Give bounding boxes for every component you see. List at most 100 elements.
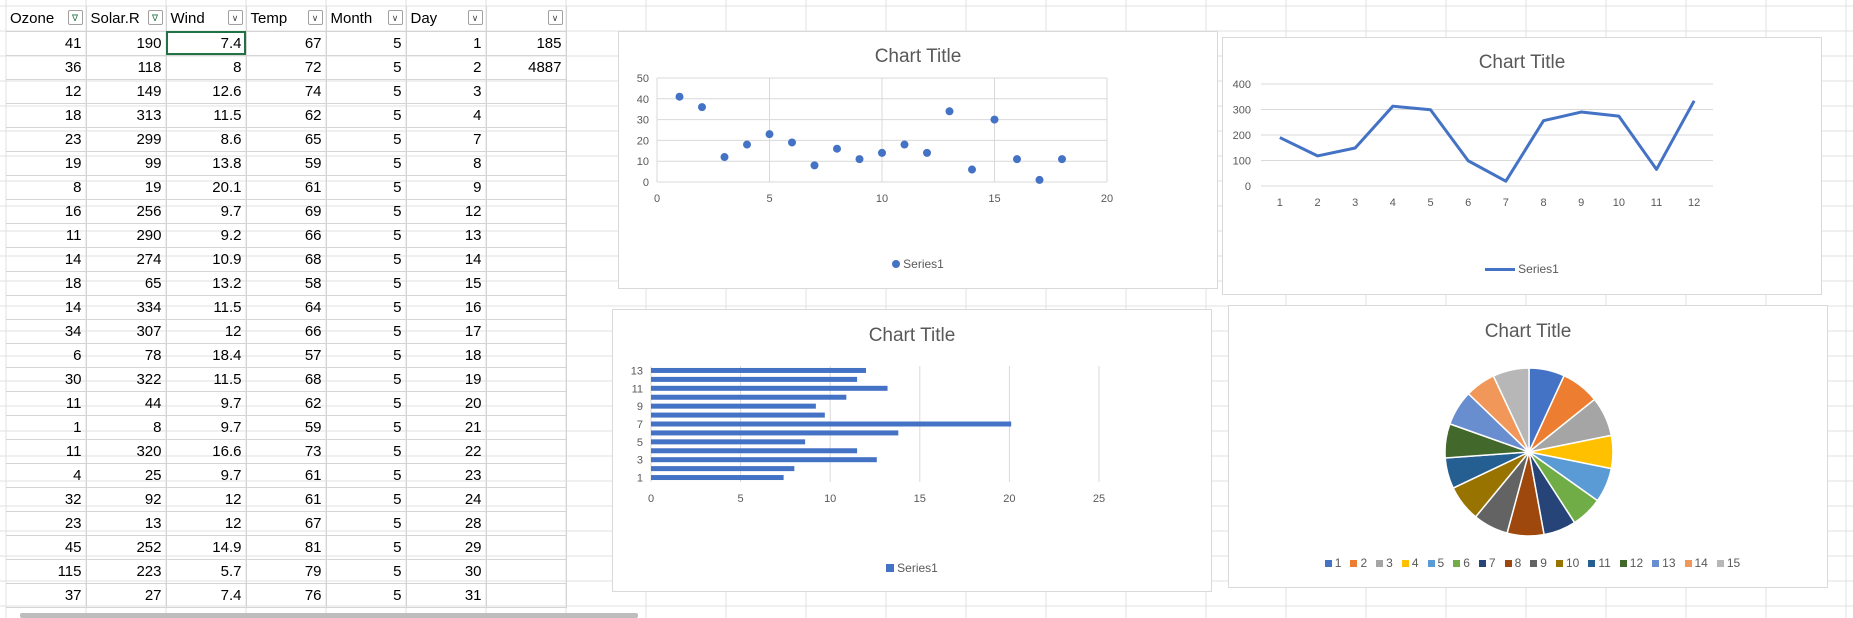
line-chart[interactable]: Chart Title 0 100 200 300 400 1 2 3 4 5 6 7 8 9 10 11 12…	[1222, 37, 1822, 295]
cell[interactable]: 36	[6, 55, 87, 80]
cell[interactable]: 5	[326, 535, 407, 560]
cell[interactable]: 185	[486, 31, 567, 56]
cell[interactable]: 20	[406, 391, 487, 416]
cell[interactable]: 61	[246, 487, 327, 512]
cell[interactable]: 11	[6, 391, 87, 416]
cell[interactable]: 69	[246, 199, 327, 224]
cell[interactable]: 5	[326, 559, 407, 584]
cell[interactable]: 12	[6, 79, 87, 104]
cell[interactable]: 7	[406, 127, 487, 152]
cell[interactable]: 8.6	[166, 127, 247, 152]
cell[interactable]	[486, 391, 567, 416]
cell[interactable]: 274	[86, 247, 167, 272]
filter-active-icon[interactable]: ∇	[67, 10, 83, 25]
cell[interactable]: 13.2	[166, 271, 247, 296]
cell[interactable]: 74	[246, 79, 327, 104]
cell[interactable]: 81	[246, 535, 327, 560]
cell[interactable]: 5	[326, 55, 407, 80]
cell[interactable]: 67	[246, 31, 327, 56]
cell[interactable]: 4	[406, 103, 487, 128]
cell[interactable]: 307	[86, 319, 167, 344]
cell[interactable]	[486, 367, 567, 392]
cell[interactable]: 17	[406, 319, 487, 344]
cell[interactable]: 92	[86, 487, 167, 512]
cell[interactable]: 13	[406, 223, 487, 248]
cell[interactable]: 252	[86, 535, 167, 560]
cell[interactable]: 9	[406, 175, 487, 200]
cell[interactable]: 15	[406, 271, 487, 296]
cell[interactable]: 11	[6, 223, 87, 248]
cell[interactable]: 5	[326, 199, 407, 224]
cell[interactable]	[486, 535, 567, 560]
cell[interactable]: 14.9	[166, 535, 247, 560]
cell[interactable]: 4	[6, 463, 87, 488]
cell[interactable]: 9.7	[166, 391, 247, 416]
cell[interactable]: 9.7	[166, 463, 247, 488]
cell[interactable]: 334	[86, 295, 167, 320]
column-header-3[interactable]: Temp ∨	[246, 6, 327, 32]
cell[interactable]: 14	[6, 247, 87, 272]
column-header-2[interactable]: Wind ∨	[166, 6, 247, 32]
cell[interactable]	[486, 199, 567, 224]
cell[interactable]: 16	[406, 295, 487, 320]
cell[interactable]: 19	[86, 175, 167, 200]
cell[interactable]: 5	[326, 391, 407, 416]
cell[interactable]: 5	[326, 295, 407, 320]
cell[interactable]: 79	[246, 559, 327, 584]
cell[interactable]: 1	[6, 415, 87, 440]
cell[interactable]	[486, 103, 567, 128]
cell[interactable]: 68	[246, 247, 327, 272]
cell[interactable]: 12.6	[166, 79, 247, 104]
cell[interactable]: 5	[326, 439, 407, 464]
cell[interactable]: 5	[326, 247, 407, 272]
cell[interactable]: 30	[6, 367, 87, 392]
cell[interactable]: 37	[6, 583, 87, 608]
cell[interactable]: 18.4	[166, 343, 247, 368]
cell[interactable]: 11.5	[166, 103, 247, 128]
cell[interactable]: 5	[326, 103, 407, 128]
cell[interactable]: 23	[6, 511, 87, 536]
cell[interactable]: 5	[326, 487, 407, 512]
cell[interactable]: 5	[326, 151, 407, 176]
cell[interactable]	[486, 79, 567, 104]
filter-active-icon[interactable]: ∇	[147, 10, 163, 25]
cell[interactable]: 45	[6, 535, 87, 560]
column-header-6[interactable]: ∨	[486, 6, 567, 32]
cell[interactable]: 299	[86, 127, 167, 152]
cell[interactable]: 5	[326, 223, 407, 248]
cell[interactable]: 5	[326, 175, 407, 200]
cell[interactable]: 21	[406, 415, 487, 440]
cell[interactable]: 5	[326, 319, 407, 344]
cell[interactable]: 65	[246, 127, 327, 152]
cell[interactable]	[486, 319, 567, 344]
cell[interactable]: 1	[406, 31, 487, 56]
cell[interactable]: 149	[86, 79, 167, 104]
cell[interactable]	[486, 223, 567, 248]
cell[interactable]: 14	[406, 247, 487, 272]
cell[interactable]: 18	[6, 271, 87, 296]
cell[interactable]: 64	[246, 295, 327, 320]
cell[interactable]	[486, 559, 567, 584]
filter-dropdown-icon[interactable]: ∨	[227, 10, 243, 25]
filter-dropdown-icon[interactable]: ∨	[387, 10, 403, 25]
cell[interactable]: 322	[86, 367, 167, 392]
cell[interactable]: 5.7	[166, 559, 247, 584]
cell[interactable]: 68	[246, 367, 327, 392]
cell[interactable]: 67	[246, 511, 327, 536]
cell[interactable]: 41	[6, 31, 87, 56]
cell[interactable]: 62	[246, 103, 327, 128]
cell[interactable]: 19	[6, 151, 87, 176]
cell[interactable]: 9.7	[166, 415, 247, 440]
cell[interactable]: 65	[86, 271, 167, 296]
cell[interactable]: 22	[406, 439, 487, 464]
cell[interactable]: 11.5	[166, 367, 247, 392]
cell[interactable]: 16.6	[166, 439, 247, 464]
cell[interactable]: 320	[86, 439, 167, 464]
cell[interactable]: 99	[86, 151, 167, 176]
cell[interactable]: 72	[246, 55, 327, 80]
cell[interactable]	[486, 247, 567, 272]
cell[interactable]: 12	[166, 511, 247, 536]
cell[interactable]: 5	[326, 511, 407, 536]
cell[interactable]: 59	[246, 415, 327, 440]
column-header-0[interactable]: Ozone ∇	[6, 6, 87, 32]
